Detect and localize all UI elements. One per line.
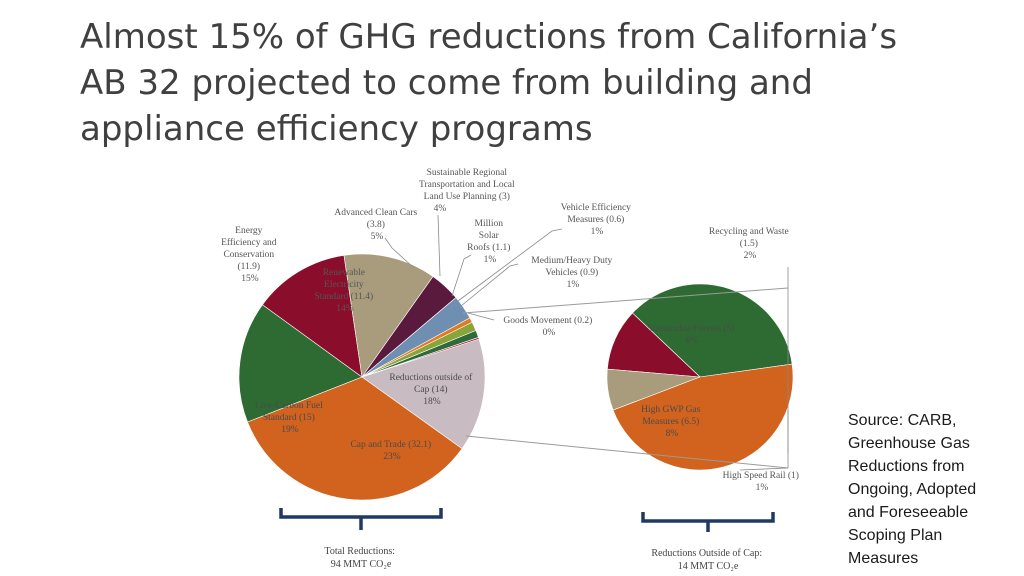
label-cap-and-trade: Cap and Trade (32.1) 23%: [350, 439, 433, 462]
pie-connector-line: [465, 435, 789, 469]
label-recycling-waste: Recycling and Waste (1.5) 2%: [709, 227, 791, 261]
title-line: Almost 15% of GHG reductions from Califo…: [80, 17, 898, 57]
label-high-speed-rail: High Speed Rail (1) 1%: [723, 470, 802, 493]
pie-connector-line: [462, 287, 789, 314]
leader-lines: [384, 214, 789, 471]
pie-slice-goods-movement: [361, 337, 480, 378]
total-bracket: [279, 508, 443, 530]
pie-slice-high-gwp-gas-measures: [612, 363, 794, 471]
label-advanced-clean-cars: Advanced Clean Cars (3.8) 5%: [334, 208, 419, 242]
leader-line: [457, 228, 563, 302]
source-line: Measures: [848, 550, 919, 567]
pie-slice-energy-efficiency-and-conservation: [262, 254, 363, 378]
label-energy-efficiency: Energy Efficiency and Conservation (11.9…: [221, 226, 279, 284]
label-low-carbon-fuel: Low-Carbon Fuel Standard (15) 19%: [255, 401, 325, 435]
pie-slice-cap-and-trade: [247, 376, 463, 501]
outside-cap-bracket: [641, 512, 775, 532]
source-line: Scoping Plan: [848, 527, 943, 544]
outside-cap-total-label: Reductions Outside of Cap: 14 MMT CO₂e: [651, 548, 764, 572]
outside-cap-pie: [606, 283, 794, 471]
label-vehicle-efficiency: Vehicle Efficiency Measures (0.6) 1%: [561, 202, 634, 237]
title-line: appliance efficiency programs: [80, 109, 593, 149]
label-sustainable-regional-transportation: Sustainable Regional Transportation and …: [419, 168, 517, 214]
label-medium-heavy-duty: Medium/Heavy Duty Vehicles (0.9) 1%: [531, 256, 614, 290]
source-line: and Foreseeable: [848, 504, 969, 521]
pie-slice-low-carbon-fuel-standard: [238, 304, 363, 423]
title-line: AB 32 projected to come from building an…: [80, 63, 813, 103]
total-reductions-pie: [238, 253, 486, 501]
label-goods-movement: Goods Movement (0.2) 0%: [503, 315, 594, 338]
source-line: Reductions from: [848, 458, 965, 475]
pie-slice-reductions-outside-of-cap: [361, 338, 486, 450]
leader-line: [460, 263, 519, 307]
total-reductions-label: Total Reductions: 94 MMT CO₂e: [324, 546, 397, 570]
pie-slice-sustainable-forests: [632, 283, 793, 378]
leader-line: [451, 254, 472, 297]
label-reductions-outside-cap: Reductions outside of Cap (14) 18%: [389, 372, 474, 407]
leader-line: [467, 312, 495, 321]
leader-line: [739, 410, 789, 471]
pie-slice-renewable-electricity-standard: [343, 253, 434, 378]
leader-line: [384, 237, 415, 269]
label-sustainable-forests: Sustainable Forests (5) 6%: [647, 323, 736, 346]
source-note: Source: CARB, Greenhouse Gas Reductions …: [848, 409, 1018, 570]
source-line: Greenhouse Gas: [848, 435, 970, 452]
slide-title: Almost 15% of GHG reductions from Califo…: [80, 14, 940, 152]
source-line: Source: CARB,: [848, 412, 957, 429]
label-million-solar-roofs: Million Solar Roofs (1.1) 1%: [467, 219, 513, 265]
label-high-gwp-gas: High GWP Gas Measures (6.5) 8%: [641, 405, 703, 439]
source-line: Ongoing, Adopted: [848, 481, 977, 498]
leader-line: [437, 214, 441, 277]
label-renewable-electricity: Renewable Electricity Standard (11.4) 14…: [314, 268, 375, 314]
